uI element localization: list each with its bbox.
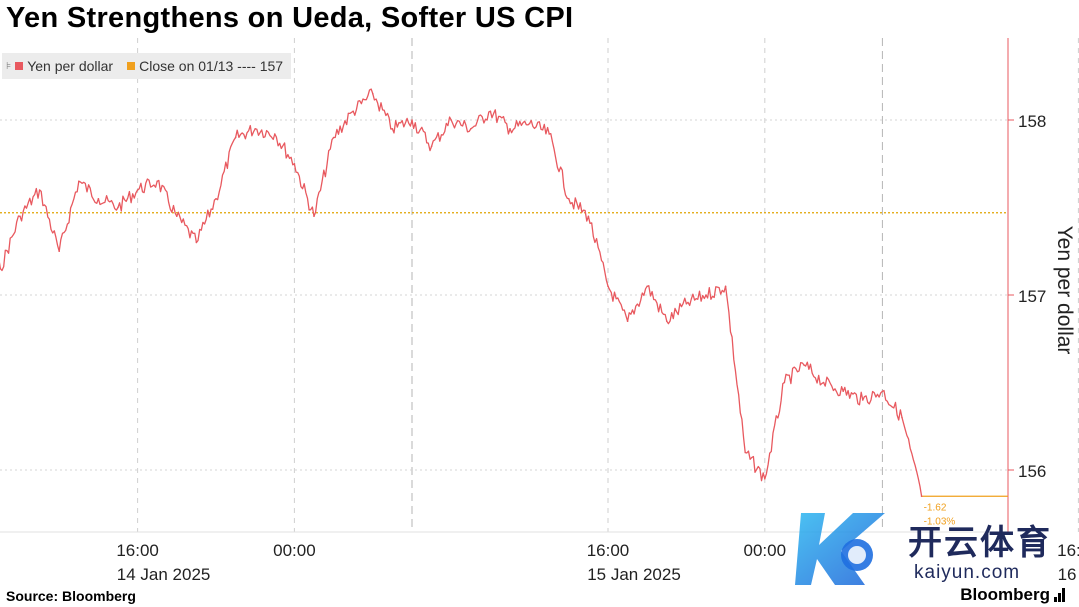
y-axis-label: Yen per dollar bbox=[1053, 226, 1076, 355]
data-point bbox=[587, 215, 590, 218]
bloomberg-wordmark: Bloomberg bbox=[960, 585, 1050, 604]
series-path-yen bbox=[0, 88, 923, 497]
data-point bbox=[195, 241, 198, 244]
chart-title: Yen Strengthens on Ueda, Softer US CPI bbox=[6, 2, 574, 34]
data-point bbox=[450, 119, 453, 121]
source-note: Source: Bloomberg bbox=[6, 588, 136, 604]
data-point bbox=[470, 127, 472, 130]
data-point bbox=[509, 127, 511, 130]
data-point bbox=[313, 215, 315, 218]
data-point bbox=[352, 110, 355, 113]
data-point bbox=[705, 294, 707, 296]
data-point bbox=[274, 133, 276, 135]
legend-item-close: Close on 01/13 ---- 157 bbox=[127, 58, 283, 74]
data-point bbox=[234, 136, 237, 139]
data-point bbox=[783, 381, 786, 384]
data-point bbox=[489, 110, 492, 113]
x-tick-label: 16:00 bbox=[1057, 541, 1079, 560]
data-point bbox=[332, 136, 335, 139]
data-point bbox=[548, 133, 550, 135]
x-date-label: 15 Jan 2025 bbox=[587, 565, 681, 584]
x-tick-label: 16:00 bbox=[587, 541, 630, 560]
data-point bbox=[38, 189, 41, 191]
data-point bbox=[372, 92, 374, 95]
y-tick-label: 156 bbox=[1018, 462, 1046, 481]
series-line bbox=[0, 88, 923, 498]
data-point bbox=[881, 390, 884, 393]
x-tick-labels: 16:00 14 Jan 2025 00:00 16:00 15 Jan 2025 00:… bbox=[116, 541, 1079, 584]
data-point bbox=[411, 119, 413, 121]
data-point bbox=[646, 285, 648, 288]
data-point bbox=[607, 285, 609, 288]
legend-swatch-close bbox=[127, 62, 136, 70]
watermark-logo-icon bbox=[795, 513, 885, 585]
bloomberg-logo: Bloomberg bbox=[960, 585, 1065, 605]
y-tick-label: 158 bbox=[1018, 112, 1046, 131]
data-point bbox=[293, 162, 296, 165]
data-point bbox=[78, 180, 80, 183]
data-point bbox=[822, 381, 825, 384]
data-point bbox=[666, 320, 668, 323]
data-point bbox=[176, 215, 178, 218]
change-pct-annotation: -1.03% bbox=[924, 516, 956, 527]
gridlines bbox=[0, 38, 1079, 532]
data-point bbox=[117, 206, 119, 209]
data-point bbox=[764, 477, 766, 480]
data-point bbox=[254, 127, 256, 130]
data-point bbox=[685, 302, 688, 305]
data-point bbox=[528, 122, 531, 125]
watermark-text-en: kaiyun.com bbox=[914, 562, 1021, 583]
data-point bbox=[744, 451, 746, 454]
axes bbox=[0, 38, 1014, 533]
data-point bbox=[0, 267, 2, 270]
data-point bbox=[842, 390, 844, 393]
data-point bbox=[19, 215, 21, 218]
data-point bbox=[58, 250, 60, 253]
legend: ⊧ Yen per dollar Close on 01/13 ---- 157 bbox=[2, 53, 292, 79]
x-date-label: 14 Jan 2025 bbox=[117, 565, 211, 584]
y-tick-labels: 156 157 158 bbox=[1018, 112, 1046, 481]
data-point bbox=[920, 495, 923, 498]
y-tick-label: 157 bbox=[1018, 287, 1046, 306]
change-annotation: -1.62 bbox=[924, 502, 947, 513]
data-point bbox=[97, 197, 100, 200]
data-point bbox=[430, 145, 433, 148]
data-point bbox=[803, 364, 805, 366]
data-point bbox=[724, 285, 727, 288]
data-point bbox=[156, 180, 158, 183]
pin-icon[interactable]: ⊧ bbox=[6, 60, 12, 72]
data-point bbox=[391, 127, 394, 130]
watermark-text-cn: 开云体育 bbox=[908, 524, 1052, 562]
legend-label-close: Close on 01/13 ---- 157 bbox=[139, 58, 284, 74]
legend-item-yen: Yen per dollar bbox=[15, 58, 113, 74]
data-point bbox=[136, 189, 139, 191]
x-tick-label: 16:00 bbox=[116, 541, 159, 560]
data-point bbox=[215, 197, 217, 200]
bloomberg-bars-icon bbox=[1054, 588, 1065, 602]
x-date-label: 16 Jan 2025 bbox=[1058, 565, 1079, 584]
data-point bbox=[626, 320, 629, 323]
x-tick-label: 00:00 bbox=[744, 541, 787, 560]
data-point bbox=[568, 197, 570, 200]
data-point bbox=[901, 416, 903, 419]
legend-swatch-yen bbox=[15, 62, 24, 70]
data-point bbox=[862, 399, 864, 401]
x-tick-label: 00:00 bbox=[273, 541, 316, 560]
legend-label-yen: Yen per dollar bbox=[27, 58, 114, 74]
